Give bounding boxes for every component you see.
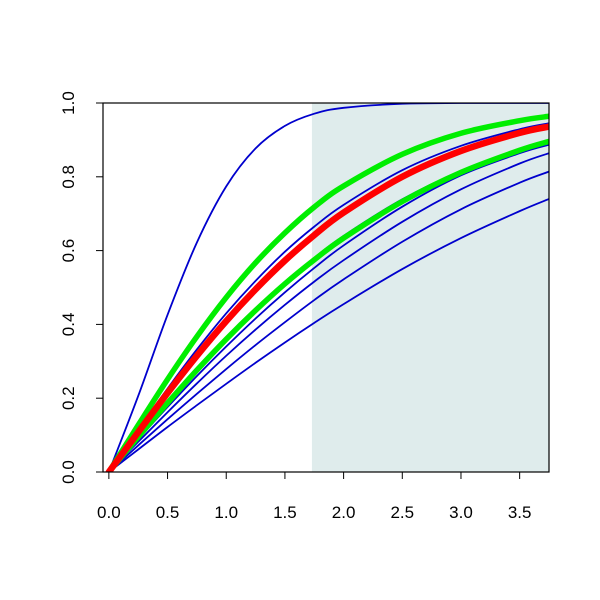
series-line-10 (105, 123, 549, 472)
series-line-8 (106, 113, 549, 472)
shaded-region (311, 103, 549, 472)
x-tick-label: 3.0 (449, 503, 473, 522)
x-tick-label: 3.5 (508, 503, 532, 522)
series-line-5 (107, 152, 549, 472)
y-tick-label: 0.2 (59, 386, 78, 410)
y-tick-label: 0.4 (59, 313, 78, 337)
x-tick-label: 0.0 (97, 503, 121, 522)
x-tick-label: 1.5 (273, 503, 297, 522)
x-tick-label: 1.0 (214, 503, 238, 522)
plot-frame (102, 102, 550, 473)
y-tick-label: 0.6 (59, 239, 78, 263)
x-axis: 0.0 0.5 1.0 1.5 2.0 2.5 3.0 3.5 (97, 472, 531, 522)
series-line-7 (107, 198, 549, 472)
series-line-9 (106, 138, 549, 472)
x-tick-label: 2.0 (332, 503, 356, 522)
shaded-region-layer (311, 103, 549, 472)
x-tick-label: 0.5 (156, 503, 180, 522)
series-line-6 (107, 170, 549, 472)
y-tick-label: 0.8 (59, 165, 78, 189)
x-tick-label: 2.5 (390, 503, 414, 522)
y-tick-label: 1.0 (59, 91, 78, 115)
y-tick-label: 0.0 (59, 460, 78, 484)
series-layer (105, 103, 549, 472)
y-axis: 0.0 0.2 0.4 0.6 0.8 1.0 (59, 91, 103, 484)
